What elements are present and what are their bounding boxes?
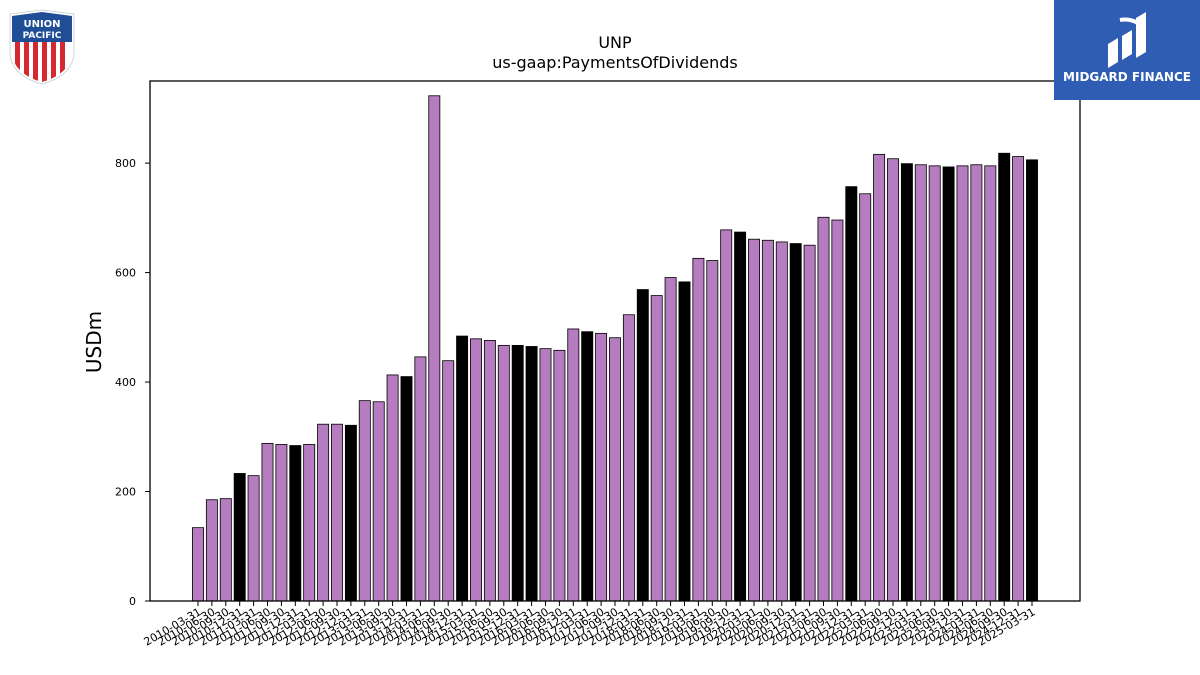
bar-2011-09-30: [275, 444, 288, 602]
bar-2014-09-30: [442, 360, 455, 602]
bars-group: [192, 95, 1038, 602]
bar-2015-12-31: [511, 344, 524, 602]
y-tick-label: 0: [129, 595, 136, 608]
bar-2019-12-31: [734, 231, 747, 602]
bar-2018-09-30: [664, 277, 677, 602]
y-ticks-group: 0 200 400 600 800: [115, 157, 150, 608]
bar-2021-03-31: [803, 244, 816, 602]
bar-2014-03-31: [414, 356, 427, 602]
bar-2023-03-31: [914, 164, 927, 602]
bar-2022-03-31: [859, 193, 872, 602]
bar-2016-12-31: [567, 328, 580, 602]
bar-2022-12-31: [900, 163, 913, 602]
bar-2020-12-31: [789, 243, 802, 602]
bar-2017-03-31: [581, 331, 594, 602]
bar-2011-12-31: [289, 445, 302, 602]
bar-2017-12-31: [622, 314, 635, 602]
bar-2015-06-30: [483, 340, 496, 602]
bar-2019-06-30: [706, 260, 719, 602]
bar-2017-09-30: [609, 337, 621, 602]
bar-2025-03-31: [1026, 159, 1038, 602]
bar-2024-06-30: [984, 165, 997, 602]
chart-title: UNP: [598, 33, 632, 52]
bar-2014-06-30: [428, 95, 441, 602]
bar-2012-06-30: [317, 423, 330, 602]
bar-2016-03-31: [525, 346, 538, 602]
bar-2018-12-31: [678, 281, 691, 602]
bar-2013-03-31: [358, 400, 371, 602]
bar-2018-06-30: [650, 295, 663, 602]
bar-2010-12-31: [233, 473, 246, 602]
logo-text-pacific: PACIFIC: [23, 31, 62, 41]
bar-2010-09-30: [219, 498, 232, 602]
bar-2012-12-31: [344, 424, 357, 602]
bar-2013-09-30: [386, 374, 399, 602]
bar-2012-03-31: [303, 444, 316, 602]
bar-2020-09-30: [775, 241, 788, 602]
union-pacific-shield-icon: UNION PACIFIC: [9, 9, 75, 85]
y-tick-label: 800: [115, 157, 136, 170]
bar-2013-12-31: [400, 376, 413, 602]
y-tick-label: 200: [115, 486, 136, 499]
bar-2015-03-31: [470, 338, 482, 602]
bar-2010-03-31: [192, 527, 204, 602]
bar-2016-06-30: [539, 348, 552, 602]
bar-2016-09-30: [553, 349, 566, 602]
bar-2010-06-30: [205, 499, 218, 602]
bar-2020-03-31: [748, 238, 760, 602]
bar-2017-06-30: [595, 332, 608, 602]
brand-logo-text: MIDGARD FINANCE: [1063, 70, 1191, 84]
x-ticks-group: 2010-03-312010-06-302010-09-302010-12-31…: [142, 601, 1038, 649]
bar-2012-09-30: [331, 423, 343, 602]
bar-2024-12-31: [1012, 156, 1025, 602]
bar-2024-09-30: [998, 152, 1011, 602]
y-tick-label: 400: [115, 376, 136, 389]
bar-2022-06-30: [873, 153, 886, 602]
bar-2015-09-30: [497, 344, 510, 602]
chart-subtitle: us-gaap:PaymentsOfDividends: [492, 53, 737, 72]
y-axis-label: USDm: [82, 311, 106, 373]
logo-text-union: UNION: [23, 19, 60, 30]
bar-2018-03-31: [636, 289, 649, 602]
bar-2011-03-31: [247, 475, 260, 602]
plot-frame: [149, 80, 1081, 602]
bar-2019-09-30: [720, 229, 733, 602]
bar-2024-03-31: [970, 164, 983, 602]
bar-2020-06-30: [761, 239, 774, 602]
y-tick-label: 600: [115, 267, 136, 280]
bar-2014-12-31: [456, 335, 469, 602]
bar-2023-09-30: [942, 166, 955, 602]
bar-2023-06-30: [928, 165, 941, 602]
bar-2011-06-30: [261, 442, 274, 602]
bar-2023-12-31: [956, 165, 969, 602]
bar-2021-09-30: [831, 219, 844, 602]
bar-2019-03-31: [692, 257, 705, 602]
bar-2021-06-30: [817, 216, 830, 602]
bar-2013-06-30: [372, 401, 385, 602]
bar-2022-09-30: [887, 158, 899, 602]
midgard-finance-logo-icon: MIDGARD FINANCE: [1054, 0, 1200, 100]
bar-2021-12-31: [845, 186, 858, 602]
